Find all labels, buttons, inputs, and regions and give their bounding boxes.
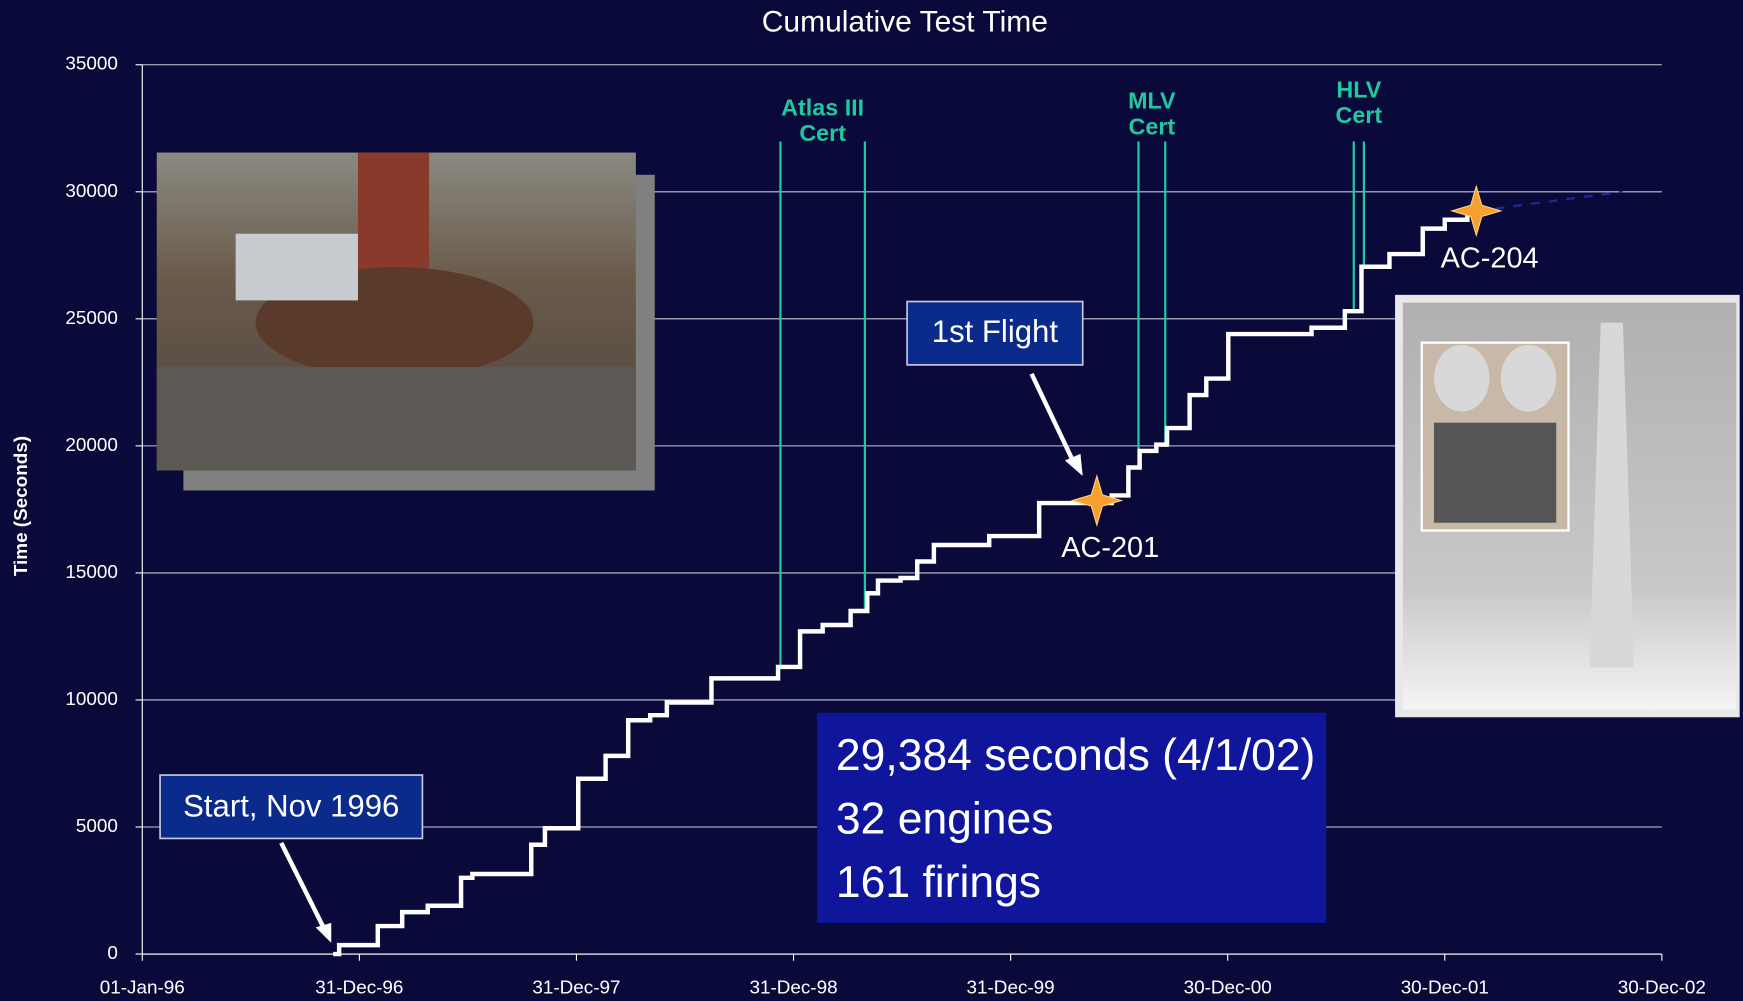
cert-label: MLV: [1128, 88, 1176, 114]
arrow-head: [1064, 453, 1083, 477]
arrow: [279, 841, 327, 931]
cumulative-line: [333, 208, 1479, 957]
y-tick-label: 35000: [65, 54, 117, 75]
info-text: 32 engines: [836, 795, 1054, 844]
y-tick-label: 20000: [65, 435, 117, 456]
callout-box: [906, 300, 1084, 366]
x-tick-label: 30-Dec-01: [1401, 977, 1489, 998]
test-stand-photo: [156, 152, 655, 491]
annotation-label: AC-201: [1061, 532, 1159, 564]
x-tick-label: 31-Dec-98: [749, 977, 837, 998]
star-marker: [1070, 474, 1124, 527]
cert-label: Cert: [799, 120, 846, 146]
y-tick-label: 0: [107, 943, 118, 964]
star-marker: [1449, 184, 1503, 238]
x-tick-label: 31-Dec-97: [532, 977, 620, 998]
info-text: 29,384 seconds (4/1/02): [836, 731, 1315, 780]
x-tick-label: 30-Dec-02: [1618, 977, 1706, 998]
cert-label: Atlas III: [781, 94, 864, 120]
engine-photo: [1395, 294, 1740, 718]
arrow: [1029, 372, 1076, 464]
cert-label: Cert: [1335, 102, 1382, 128]
arrow-head: [315, 922, 332, 943]
x-tick-label: 01-Jan-96: [100, 977, 185, 998]
y-tick-label: 10000: [65, 689, 117, 710]
info-box: [817, 712, 1327, 923]
y-tick-label: 15000: [65, 562, 117, 583]
info-text: 161 firings: [836, 858, 1041, 907]
y-tick-label: 25000: [65, 308, 117, 329]
cert-label: Cert: [1129, 113, 1176, 139]
annotation-label: AC-204: [1441, 242, 1539, 274]
callout-text: 1st Flight: [932, 314, 1059, 349]
callout-box: [159, 774, 424, 840]
y-tick-label: 30000: [65, 181, 117, 202]
x-tick-label: 30-Dec-00: [1184, 977, 1272, 998]
callout-text: Start, Nov 1996: [183, 789, 399, 824]
y-tick-label: 5000: [76, 816, 118, 837]
projection-line: [1477, 190, 1623, 212]
y-axis-label: Time (Seconds): [11, 436, 32, 576]
chart-title: Cumulative Test Time: [762, 6, 1048, 39]
x-tick-label: 31-Dec-96: [315, 977, 403, 998]
cert-label: HLV: [1336, 77, 1381, 103]
x-tick-label: 31-Dec-99: [967, 977, 1055, 998]
